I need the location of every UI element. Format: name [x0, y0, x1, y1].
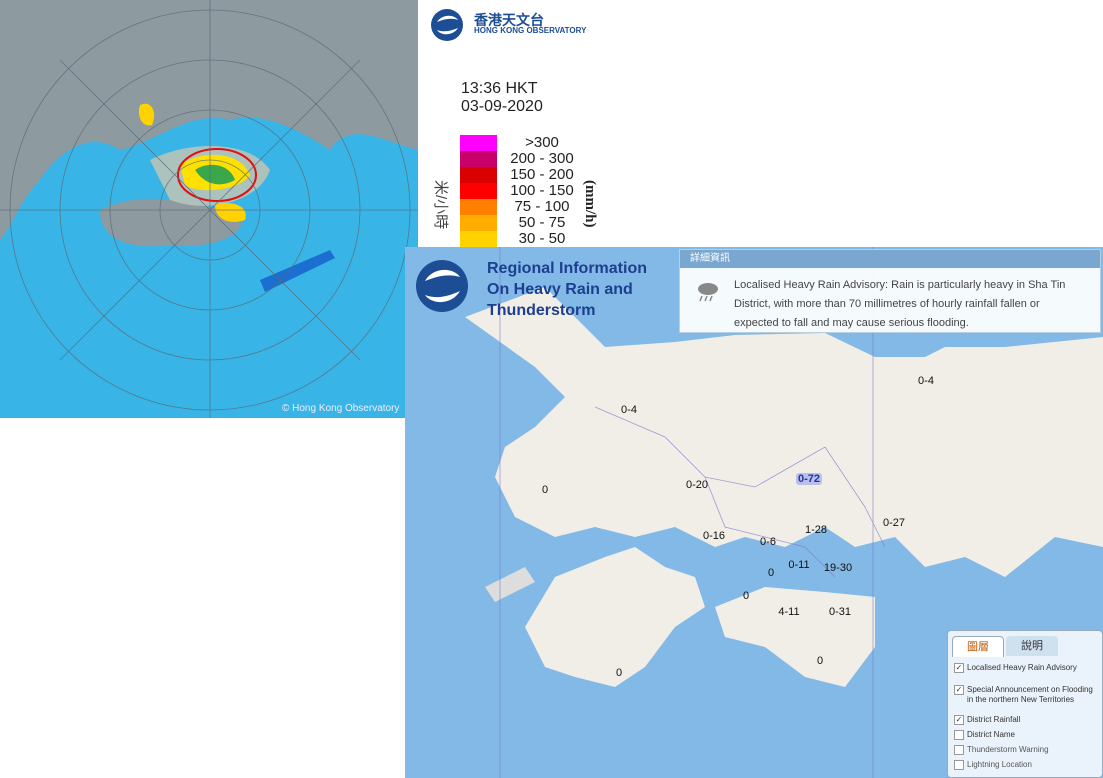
district-rainfall: 0-11 — [788, 559, 810, 571]
legend-label: 75 - 100 — [514, 198, 570, 215]
district-rainfall: 1-28 — [804, 524, 828, 536]
checkbox[interactable] — [954, 760, 964, 770]
district-rainfall: 0-20 — [685, 479, 709, 491]
layer-option[interactable]: ✓ Special Announcement on Flooding in the… — [954, 685, 1094, 705]
logo-en: HONG KONG OBSERVATORY — [474, 26, 587, 35]
layer-label: District Rainfall — [967, 715, 1021, 724]
district-rainfall: 0 — [541, 484, 549, 496]
district-rainfall: 0 — [767, 567, 775, 579]
district-rainfall: 0-16 — [702, 530, 726, 542]
legend-swatch — [460, 183, 497, 199]
layer-label: Lightning Location — [967, 760, 1032, 769]
district-rainfall: 19-30 — [823, 562, 853, 574]
radar-image: © Hong Kong Observatory — [0, 0, 418, 418]
layer-label: Thunderstorm Warning — [967, 745, 1049, 754]
layer-label: District Name — [967, 730, 1016, 739]
layer-option[interactable]: Lightning Location — [954, 760, 1094, 770]
date: 03-09-2020 — [461, 98, 543, 115]
legend-label: 200 - 300 — [510, 150, 574, 167]
layer-option[interactable]: ✓ Localised Heavy Rain Advisory — [954, 663, 1094, 673]
legend-swatch — [460, 215, 497, 231]
map-title: Regional Information On Heavy Rain and T… — [487, 260, 647, 319]
checkbox[interactable]: ✓ — [954, 715, 964, 725]
legend-label: 100 - 150 — [510, 182, 574, 199]
layer-label: Localised Heavy Rain Advisory — [967, 663, 1077, 672]
layer-option[interactable]: ✓ District Rainfall — [954, 715, 1094, 725]
layer-option[interactable]: District Name — [954, 730, 1094, 740]
checkbox[interactable] — [954, 730, 964, 740]
legend-label: 30 - 50 — [518, 230, 566, 247]
time: 13:36 HKT — [461, 80, 538, 97]
map-panel: Regional Information On Heavy Rain and T… — [405, 247, 1103, 778]
district-rainfall: 4-11 — [778, 606, 800, 618]
layer-option[interactable]: Thunderstorm Warning — [954, 745, 1094, 755]
district-rainfall: 0-6 — [760, 536, 776, 548]
map-logo — [416, 260, 468, 312]
district-rainfall: 0 — [615, 667, 623, 679]
district-rainfall: 0-72 — [795, 473, 823, 485]
advisory-text: Localised Heavy Rain Advisory: Rain is p… — [734, 279, 1066, 329]
legend-label: 50 - 75 — [518, 214, 566, 231]
legend-swatch — [460, 151, 497, 167]
district-rainfall: 0-27 — [882, 517, 906, 529]
legend-swatch — [460, 167, 497, 183]
legend-label: 150 - 200 — [510, 166, 574, 183]
district-rainfall: 0 — [816, 655, 824, 667]
rain-icon — [698, 283, 718, 302]
info-box: 詳細資訊 Localised Heavy Rain Advisory: Rain… — [679, 249, 1101, 333]
district-rainfall: 0-4 — [621, 404, 637, 416]
district-rainfall: 0-4 — [918, 375, 934, 387]
layer-label: Special Announcement on Flooding in the … — [967, 685, 1093, 704]
info-header: 詳細資訊 — [680, 250, 1100, 268]
legend-swatch — [460, 135, 497, 151]
checkbox[interactable]: ✓ — [954, 685, 964, 695]
hko-logo — [431, 9, 463, 41]
help-tab[interactable]: 說明 — [1006, 636, 1058, 656]
legend-swatch — [460, 199, 497, 215]
legend-swatch — [460, 231, 497, 247]
layer-panel: 圖層 說明 ✓ Localised Heavy Rain Advisory ✓ Spe… — [947, 630, 1103, 778]
district-rainfall: 0-31 — [828, 606, 852, 618]
layers-tab[interactable]: 圖層 — [952, 636, 1004, 657]
unit-en: (mm/h) — [582, 180, 598, 228]
logo-zh: 香港天文台 — [474, 12, 544, 28]
unit-zh: 米/小時 — [432, 180, 449, 230]
legend-label: >300 — [525, 134, 559, 151]
district-rainfall: 0 — [742, 590, 750, 602]
checkbox[interactable] — [954, 745, 964, 755]
checkbox[interactable]: ✓ — [954, 663, 964, 673]
copyright: © Hong Kong Observatory — [282, 403, 399, 414]
